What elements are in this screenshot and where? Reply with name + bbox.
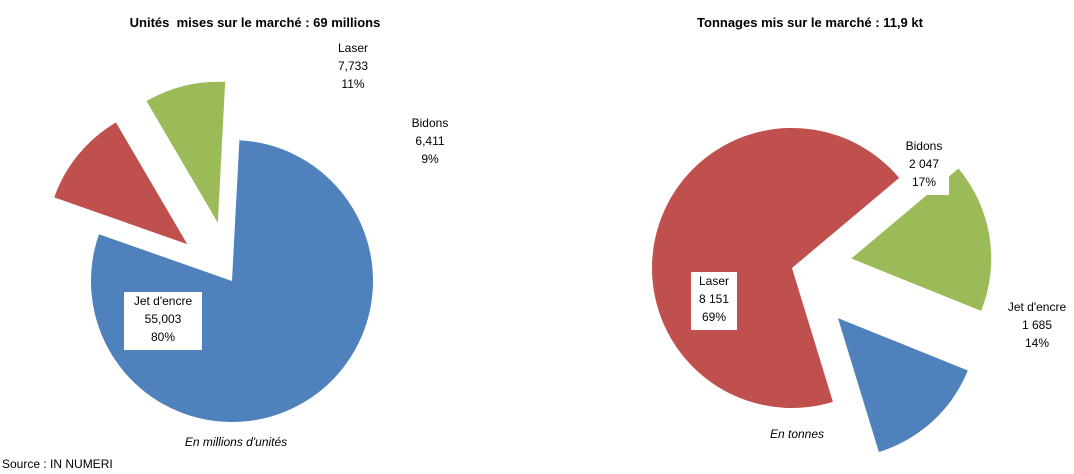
- data-label-laser: Laser 7,733 11%: [338, 41, 368, 91]
- data-label-laser: Laser 8 151 69%: [691, 272, 737, 330]
- chart-tonnage-labels: Laser 8 151 69% Bidons 2 047 17% Jet d'encre 1 …: [691, 137, 1066, 350]
- data-label-box: [404, 114, 456, 170]
- data-label-box: [691, 272, 737, 330]
- slice-percent: 69%: [702, 310, 726, 324]
- data-label-bidons: Bidons 2 047 17%: [899, 137, 949, 195]
- slice-name: Bidons: [906, 139, 943, 153]
- chart-units-labels: Jet d'encre 55,003 80% Laser 7,733 11% Bidons 6…: [124, 41, 456, 350]
- slice-percent: 14%: [1025, 336, 1049, 350]
- source-note: Source : IN NUMERI: [2, 457, 113, 471]
- slice-name: Laser: [338, 41, 368, 55]
- data-label-box: [899, 137, 949, 195]
- pie-slice-bidons: [146, 81, 226, 223]
- chart-units: Unités mises sur le marché : 69 millions…: [54, 15, 456, 449]
- pie-slice-laser: [54, 122, 188, 245]
- chart-units-slices: [54, 81, 373, 423]
- slice-percent: 17%: [912, 175, 936, 189]
- chart-tonnage-unit-note: En tonnes: [770, 427, 824, 441]
- pie-slice-jet-d-encre: [837, 318, 968, 452]
- slice-value: 55,003: [145, 312, 182, 326]
- slice-percent: 80%: [151, 330, 175, 344]
- slice-name: Laser: [699, 274, 729, 288]
- pie-slice-bidons: [851, 168, 992, 311]
- data-label-box: [124, 292, 202, 350]
- data-label-jet-d-encre: Jet d'encre 55,003 80%: [124, 292, 202, 350]
- slice-name: Bidons: [412, 116, 449, 130]
- data-label-bidons: Bidons 6,411 9%: [404, 114, 456, 170]
- slice-name: Jet d'encre: [1008, 300, 1067, 314]
- slice-value: 1 685: [1022, 318, 1052, 332]
- slice-name: Jet d'encre: [134, 294, 193, 308]
- pie-slice-laser: [652, 128, 900, 409]
- slice-value: 8 151: [699, 292, 729, 306]
- data-label-jet-d-encre: Jet d'encre 1 685 14%: [1008, 300, 1067, 350]
- slice-value: 7,733: [338, 59, 368, 73]
- chart-tonnage-title: Tonnages mis sur le marché : 11,9 kt: [697, 15, 924, 30]
- chart-units-title: Unités mises sur le marché : 69 millions: [130, 15, 381, 30]
- chart-units-unit-note: En millions d'unités: [185, 435, 287, 449]
- slice-value: 6,411: [415, 134, 444, 148]
- chart-tonnage: Tonnages mis sur le marché : 11,9 kt Las…: [652, 15, 1066, 452]
- slice-percent: 9%: [421, 152, 439, 166]
- chart-tonnage-slices: [652, 128, 992, 452]
- slice-value: 2 047: [909, 157, 939, 171]
- pie-slice-jet-d-encre: [91, 140, 373, 423]
- slice-percent: 11%: [341, 77, 364, 91]
